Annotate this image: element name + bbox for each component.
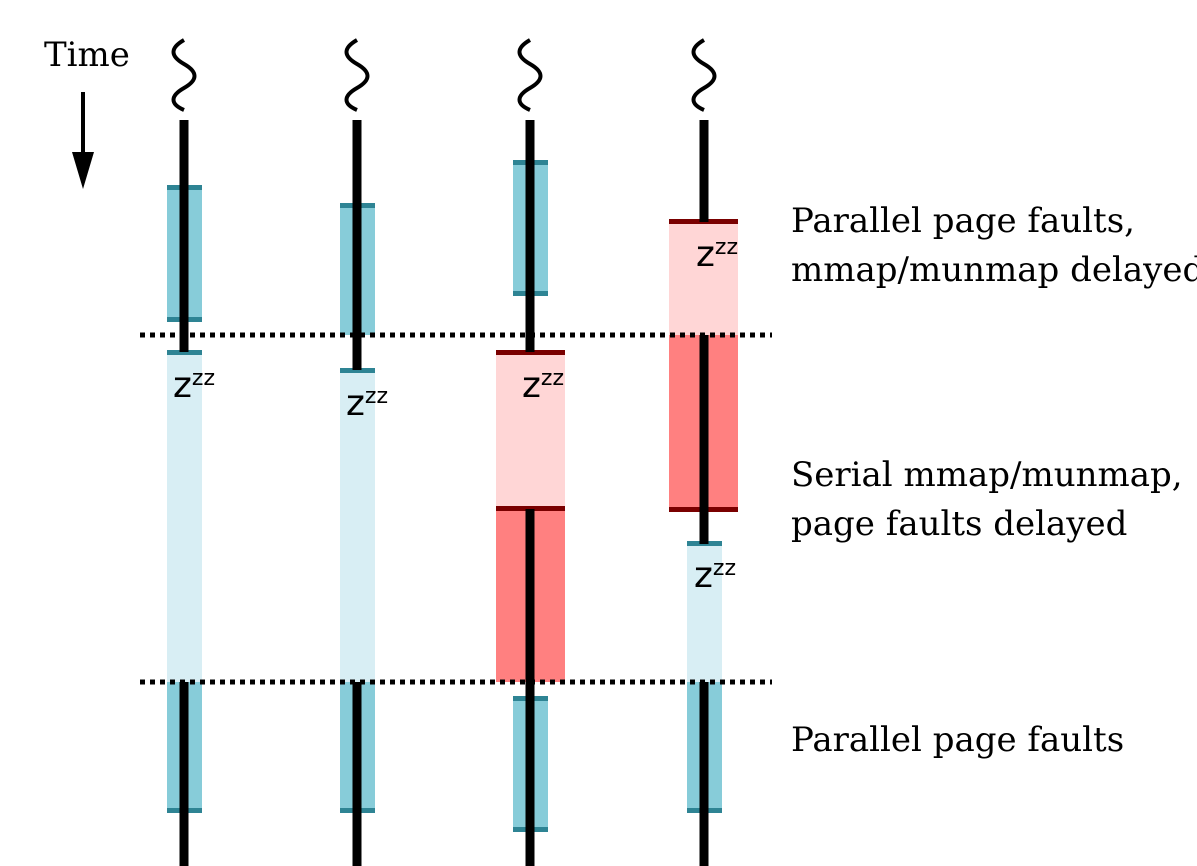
phase-label-2-line-1: Serial mmap/munmap,	[791, 455, 1183, 495]
thread-1-sleep-marker: zzz	[173, 365, 215, 406]
thread-1-waiting-top-cap	[167, 350, 202, 355]
thread-3-sleep-marker: zzz	[522, 365, 564, 406]
thread-3-mmap-waiting	[496, 352, 565, 509]
thread-2-waiting-block	[340, 370, 375, 682]
phase-label-1: Parallel page faults, mmap/munmap delaye…	[791, 201, 1197, 290]
thread-3-mmap-active-top-cap	[496, 506, 565, 511]
thread-4-waiting-block	[687, 544, 722, 682]
thread-3: zzz	[496, 38, 565, 866]
time-arrow-icon	[72, 92, 94, 189]
thread-3-mmap-waiting-top-cap	[496, 350, 565, 355]
thread-1-waiting-block	[167, 352, 202, 682]
thread-4-squiggle-icon	[691, 38, 717, 112]
phase-label-1-line-1: Parallel page faults,	[791, 201, 1135, 241]
thread-2-squiggle-icon	[344, 38, 370, 112]
phase-label-1-line-2: mmap/munmap delayed	[791, 250, 1197, 290]
thread-4-sleep-marker-1: zzz	[696, 234, 738, 275]
thread-2-sleep-marker: zzz	[346, 383, 388, 424]
phase-label-2: Serial mmap/munmap, page faults delayed	[791, 455, 1193, 544]
thread-4-mmap-waiting	[669, 222, 738, 335]
thread-4: zzz zzz	[669, 38, 738, 866]
phase-label-3: Parallel page faults	[791, 720, 1124, 760]
thread-4-sleep-marker-2: zzz	[694, 555, 736, 596]
thread-3-squiggle-icon	[517, 38, 543, 112]
thread-2: zzz	[340, 38, 388, 866]
phase-label-2-line-2: page faults delayed	[791, 504, 1127, 544]
time-label: Time	[44, 35, 130, 75]
thread-1: zzz	[167, 38, 215, 866]
phase-label-3-line-1: Parallel page faults	[791, 720, 1124, 760]
thread-1-squiggle-icon	[171, 38, 197, 112]
thread-2-waiting-top-cap	[340, 368, 375, 373]
